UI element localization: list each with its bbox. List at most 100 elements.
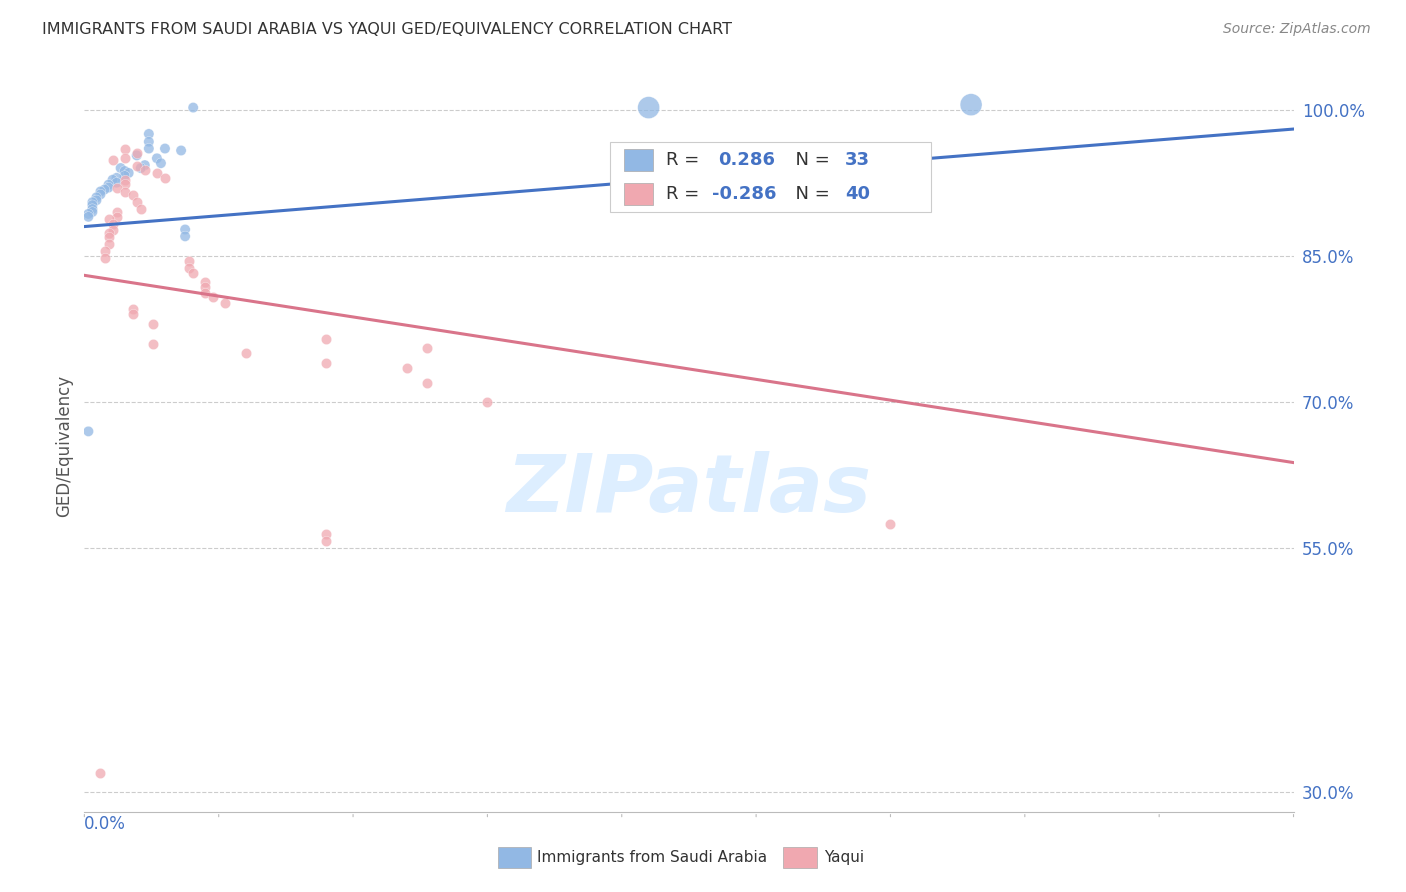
Point — [149, 156, 172, 170]
Point — [181, 101, 204, 115]
FancyBboxPatch shape — [624, 149, 652, 171]
Point — [114, 186, 136, 200]
Point — [129, 202, 152, 216]
Text: 40: 40 — [845, 186, 870, 203]
Text: N =: N = — [785, 151, 837, 169]
Point — [97, 230, 120, 244]
Point — [395, 361, 418, 376]
Point — [114, 164, 136, 178]
Point — [170, 144, 193, 158]
Point — [101, 217, 124, 231]
FancyBboxPatch shape — [610, 143, 931, 212]
Text: Immigrants from Saudi Arabia: Immigrants from Saudi Arabia — [537, 850, 768, 864]
Point — [101, 173, 124, 187]
Point — [114, 142, 136, 156]
Point — [179, 260, 201, 275]
Point — [101, 223, 124, 237]
Text: IMMIGRANTS FROM SAUDI ARABIA VS YAQUI GED/EQUIVALENCY CORRELATION CHART: IMMIGRANTS FROM SAUDI ARABIA VS YAQUI GE… — [42, 22, 733, 37]
Point — [121, 302, 143, 317]
Point — [114, 177, 136, 191]
Y-axis label: GED/Equivalency: GED/Equivalency — [55, 375, 73, 517]
Point — [214, 295, 236, 310]
Point — [105, 176, 128, 190]
Point — [86, 190, 108, 204]
Point — [105, 170, 128, 185]
Point — [315, 533, 337, 548]
Point — [82, 202, 104, 216]
Point — [89, 185, 111, 199]
Text: 0.286: 0.286 — [718, 151, 775, 169]
Text: N =: N = — [785, 186, 837, 203]
Point — [146, 166, 169, 180]
Point — [97, 178, 120, 192]
Point — [153, 142, 176, 156]
Text: ZIPatlas: ZIPatlas — [506, 450, 872, 529]
Point — [97, 237, 120, 252]
Point — [153, 170, 176, 185]
Point — [105, 210, 128, 224]
Point — [93, 244, 115, 258]
Point — [142, 317, 165, 331]
Point — [315, 332, 337, 346]
Point — [138, 135, 160, 149]
Point — [118, 166, 141, 180]
Point — [146, 151, 169, 165]
Point — [138, 142, 160, 156]
Point — [77, 425, 100, 439]
Point — [416, 376, 439, 390]
Point — [125, 148, 148, 162]
Point — [105, 205, 128, 219]
Point — [194, 285, 217, 300]
Point — [477, 395, 499, 409]
Point — [114, 173, 136, 187]
Point — [97, 180, 120, 194]
Point — [125, 146, 148, 161]
Point — [82, 198, 104, 212]
Point — [101, 153, 124, 168]
Point — [86, 193, 108, 207]
Point — [134, 158, 156, 172]
Point — [82, 195, 104, 210]
Point — [77, 210, 100, 224]
Point — [960, 97, 983, 112]
Point — [110, 161, 132, 175]
Point — [97, 227, 120, 241]
Text: Source: ZipAtlas.com: Source: ZipAtlas.com — [1223, 22, 1371, 37]
Point — [179, 253, 201, 268]
Point — [97, 211, 120, 226]
Point — [142, 336, 165, 351]
Point — [194, 275, 217, 289]
Point — [637, 101, 659, 115]
Point — [315, 526, 337, 541]
Point — [89, 187, 111, 202]
Point — [114, 151, 136, 165]
Point — [315, 356, 337, 370]
Text: 0.0%: 0.0% — [84, 815, 127, 833]
Point — [134, 163, 156, 178]
FancyBboxPatch shape — [624, 184, 652, 205]
Point — [105, 180, 128, 194]
Point — [125, 195, 148, 210]
Text: R =: R = — [666, 186, 704, 203]
Point — [416, 342, 439, 356]
Point — [125, 159, 148, 173]
Point — [174, 222, 197, 236]
Point — [114, 169, 136, 183]
Point — [82, 205, 104, 219]
Point — [129, 161, 152, 175]
Point — [235, 346, 257, 360]
Point — [202, 290, 225, 304]
Point — [121, 307, 143, 321]
Point — [93, 182, 115, 196]
Point — [89, 765, 111, 780]
Point — [879, 516, 901, 531]
Point — [93, 251, 115, 265]
Point — [194, 280, 217, 294]
Point — [138, 127, 160, 141]
Point — [121, 188, 143, 202]
Text: -0.286: -0.286 — [711, 186, 776, 203]
Point — [77, 207, 100, 221]
Point — [181, 266, 204, 280]
Text: R =: R = — [666, 151, 710, 169]
Text: 33: 33 — [845, 151, 870, 169]
